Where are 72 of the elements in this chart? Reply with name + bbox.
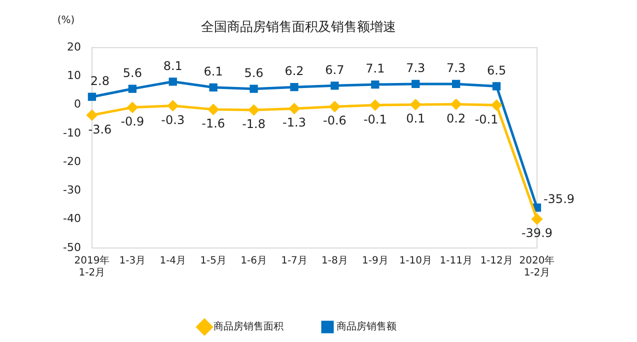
data-label: 2.8 xyxy=(90,74,110,88)
y-axis-title: (%) xyxy=(57,15,75,26)
y-tick-label: -20 xyxy=(63,154,81,168)
point xyxy=(491,100,502,110)
point xyxy=(532,214,542,224)
data-label: -1.8 xyxy=(242,117,266,132)
data-label: 5.6 xyxy=(122,66,142,80)
data-label: -1.6 xyxy=(202,116,226,131)
data-label: -0.1 xyxy=(363,112,387,126)
data-label: 7.1 xyxy=(366,62,385,76)
data-label: -39.9 xyxy=(521,226,553,240)
legend-label: 商品房销售面积 xyxy=(214,320,284,333)
x-tick-label: 1-12月 xyxy=(480,256,513,267)
data-label: -1.3 xyxy=(282,116,306,130)
x-tick-label: 1-3月 xyxy=(119,256,146,267)
y-tick-label: 10 xyxy=(66,69,81,82)
y-tick-label: -10 xyxy=(63,126,81,140)
point xyxy=(248,104,260,116)
data-label: 6.1 xyxy=(204,64,223,79)
point xyxy=(492,82,501,90)
data-label: -0.6 xyxy=(323,114,346,128)
point xyxy=(330,82,339,90)
point xyxy=(412,80,420,88)
chart-title: 全国商品房销售面积及销售额增速 xyxy=(201,19,396,36)
x-tick-label: 1-6月 xyxy=(240,256,267,267)
point xyxy=(86,110,98,120)
point xyxy=(168,100,178,111)
data-label: 0.2 xyxy=(446,111,466,126)
x-tick-label: 1-5月 xyxy=(200,256,227,267)
x-tick-label: 1-7月 xyxy=(281,256,308,267)
data-label: 5.6 xyxy=(244,66,264,80)
x-tick-label: 1-4月 xyxy=(160,256,186,267)
x-tick-label: 2020年 1-2月 xyxy=(519,254,555,279)
point xyxy=(532,204,542,212)
point xyxy=(371,80,380,89)
data-label: -0.1 xyxy=(474,112,498,126)
data-label: -0.9 xyxy=(120,114,144,129)
data-label: -0.3 xyxy=(161,112,185,127)
point xyxy=(290,83,298,92)
data-label: 7.3 xyxy=(406,61,426,76)
point xyxy=(128,84,137,93)
legend-label: 商品房销售额 xyxy=(336,320,396,333)
y-tick-label: 0 xyxy=(74,98,81,111)
data-label: 6.2 xyxy=(284,64,304,78)
point xyxy=(168,78,177,86)
point xyxy=(209,83,218,92)
x-tick-label: 1-10月 xyxy=(399,256,432,267)
point xyxy=(88,92,96,101)
x-tick-label: 1-8月 xyxy=(322,256,348,267)
point xyxy=(289,103,300,114)
data-label: 0.1 xyxy=(406,112,426,126)
data-label: 7.3 xyxy=(446,61,466,76)
data-label: 8.1 xyxy=(163,58,182,73)
data-label: 6.5 xyxy=(486,63,506,78)
point xyxy=(329,101,340,112)
data-label: -3.6 xyxy=(88,122,112,136)
x-tick-label: 2019年 1-2月 xyxy=(74,254,110,279)
point xyxy=(250,84,258,93)
point xyxy=(208,104,219,115)
x-tick-label: 1-9月 xyxy=(362,256,388,267)
point xyxy=(410,99,421,110)
point xyxy=(127,102,138,113)
y-tick-label: -40 xyxy=(63,212,81,226)
point xyxy=(452,80,460,88)
x-tick-label: 1-11月 xyxy=(440,256,472,267)
point xyxy=(450,99,462,110)
y-tick-label: 20 xyxy=(66,40,81,54)
data-label: 6.7 xyxy=(325,62,344,77)
y-tick-label: -30 xyxy=(63,184,81,197)
point xyxy=(370,100,380,110)
data-label: -35.9 xyxy=(543,192,575,206)
y-tick-label: -50 xyxy=(63,240,81,254)
